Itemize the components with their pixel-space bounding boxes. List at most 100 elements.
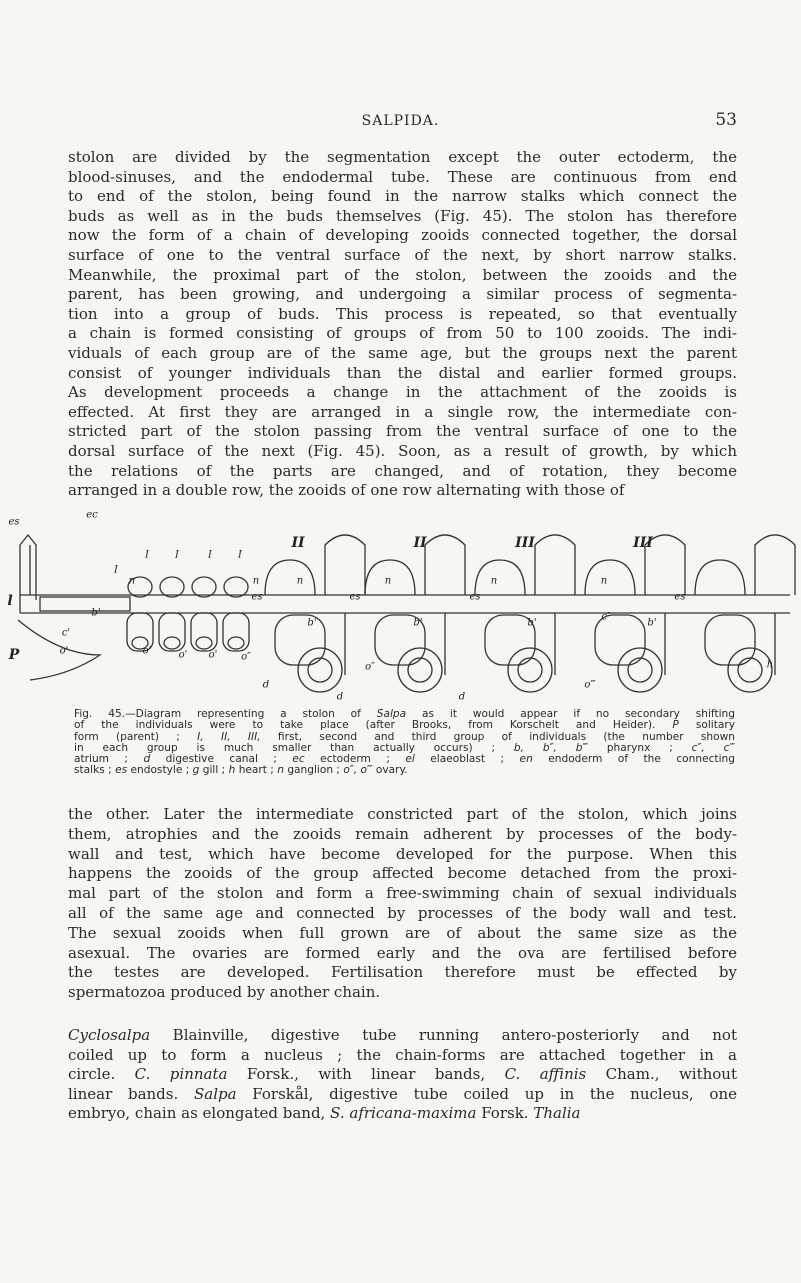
figure-label: III (632, 535, 653, 551)
small-zooid (191, 576, 217, 598)
zooid-body (374, 614, 426, 666)
text-run: heart ; (235, 764, 278, 777)
zooid-top (264, 559, 316, 596)
figure-label: o‴ (584, 680, 596, 691)
figure-label: n (129, 576, 135, 587)
text-line: Fig. 45.—Diagram representing a stolon o… (74, 708, 735, 720)
text-run: Cham., without (586, 1065, 737, 1084)
text-line: tion into a group of buds. This process … (68, 304, 737, 323)
figure-label: n (385, 576, 391, 587)
text-run: embryo, chain as elongated band, (68, 1104, 331, 1123)
text-line: wall and test, which have become develop… (68, 844, 737, 863)
zooid-organ (737, 657, 763, 683)
italic-run: h (228, 764, 236, 777)
text-line: circle. C. pinnata Forsk., with linear b… (68, 1065, 737, 1085)
text-line: in each group is much smaller than actua… (74, 741, 735, 754)
text-run: ganglion ; (283, 764, 344, 777)
text-line: dorsal surface of the next (Fig. 45). So… (68, 441, 737, 460)
zooid-organ (195, 636, 213, 650)
page-number: 53 (715, 110, 737, 130)
text-line: consist of younger individuals than the … (68, 363, 737, 382)
figure-label: c″ (601, 612, 611, 623)
text-run: endoderm of the connecting (532, 753, 735, 766)
text-line: of the individuals were to take place (a… (74, 720, 735, 731)
figure-label: III (514, 535, 535, 551)
figure-label: h (767, 660, 773, 671)
text-run: of the individuals were to take place (a… (74, 719, 673, 732)
italic-run: I, II, III, (197, 730, 261, 743)
text-run: Fig. 45.—Diagram representing a stolon o… (74, 708, 377, 720)
figure-label: I (113, 565, 119, 576)
italic-run: b, b″, b‴ (513, 741, 588, 754)
zooid-nucleus (507, 647, 553, 693)
italic-run: Thalia (533, 1104, 581, 1123)
figure-label: ec (86, 510, 98, 521)
text-run: form (parent) ; (74, 730, 198, 743)
text-line: embryo, chain as elongated band, S. afri… (68, 1104, 737, 1124)
text-run: circle. (68, 1065, 135, 1084)
text-line: spermatozoa produced by another chain. (68, 983, 381, 1002)
zooid-organ (407, 657, 433, 683)
italic-run: ec (292, 753, 305, 766)
text-run: coiled up to form a nucleus ; the chain-… (68, 1045, 737, 1064)
text-run: endostyle ; (127, 764, 193, 777)
figure-label: b' (527, 618, 536, 629)
text-line: viduals of each group are of the same ag… (68, 343, 737, 362)
text-run: Forsk. (476, 1104, 534, 1123)
zooid-neck (424, 534, 466, 595)
figure-label: I (144, 550, 150, 561)
text-run: Forskål, digestive tube coiled up in the… (236, 1084, 737, 1103)
text-line: them, atrophies and the zooids remain ad… (68, 824, 737, 843)
text-run: in each group is much smaller than actua… (74, 741, 514, 754)
figure-label: d (263, 680, 269, 691)
italic-run: P (672, 719, 679, 732)
figure-label: I (207, 550, 213, 561)
figure-label: es (8, 517, 19, 528)
figure-label: es (349, 592, 360, 603)
italic-run: S. africana-maxima (330, 1104, 477, 1123)
parent-stalk (19, 533, 37, 613)
zooid-body (704, 614, 756, 666)
italic-run: Salpa (376, 708, 407, 720)
zooid-nucleus (397, 647, 443, 693)
paragraph: the other. Later the intermediate constr… (68, 805, 737, 1003)
text-run: atrium ; (74, 753, 144, 766)
small-zooid-body (158, 612, 186, 652)
small-zooid-body (190, 612, 218, 652)
figure-label: es (469, 592, 480, 603)
zooid-top (584, 559, 636, 596)
zooid-organ (517, 657, 543, 683)
small-zooid-body (126, 612, 154, 652)
figure-label: es (674, 592, 685, 603)
text-run: Forsk., with linear bands, (227, 1065, 505, 1084)
zooid-neck (534, 534, 576, 595)
text-run: elaeoblast ; (414, 753, 520, 766)
text-run: pharynx ; (587, 741, 692, 754)
text-line: coiled up to form a nucleus ; the chain-… (68, 1046, 737, 1066)
text-line: atrium ; d digestive canal ; ec ectoderm… (74, 754, 735, 765)
figure-label: o' (179, 650, 188, 661)
text-run: stalks ; (74, 764, 116, 777)
text-line: arranged in a double row, the zooids of … (68, 481, 625, 500)
text-line: blood-sinuses, and the endodermal tube. … (68, 167, 737, 186)
text-run: solitary (678, 719, 736, 732)
figure-label: P (8, 647, 20, 663)
italic-run: d (143, 753, 151, 766)
text-run: Blainville, digestive tube running anter… (150, 1026, 737, 1044)
figure-label: o' (209, 650, 218, 661)
figure-label: l (7, 593, 12, 609)
text-line: stalks ; es endostyle ; g gill ; h heart… (74, 765, 735, 776)
zooid-neck (644, 534, 686, 595)
italic-run: Cyclosalpa (68, 1026, 151, 1044)
text-line: stricted part of the stolon passing from… (68, 422, 737, 441)
text-line: As development proceeds a change in the … (68, 383, 737, 402)
text-line: effected. At first they are arranged in … (68, 402, 737, 421)
italic-run: C. pinnata (134, 1065, 228, 1084)
figure-caption: Fig. 45.—Diagram representing a stolon o… (74, 708, 735, 777)
text-run: digestive canal ; (150, 753, 293, 766)
italic-run: Salpa (193, 1084, 237, 1103)
paragraph: stolon are divided by the segmentation e… (68, 148, 737, 501)
zooid-top (694, 559, 746, 596)
figure-label: b' (91, 608, 100, 619)
text-line: Cyclosalpa Blainville, digestive tube ru… (68, 1026, 737, 1046)
